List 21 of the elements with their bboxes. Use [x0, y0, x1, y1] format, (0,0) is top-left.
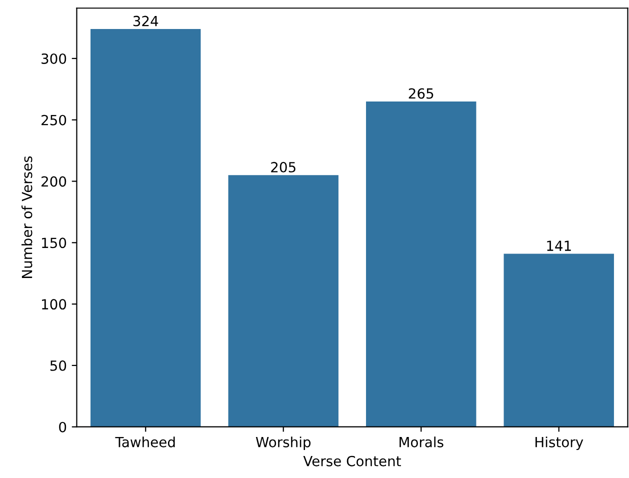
x-tick-label: Morals [400, 436, 444, 448]
x-tick-label: History [536, 436, 584, 450]
x-tick-label: Worship [256, 436, 311, 450]
y-tick-label: 50 [50, 360, 66, 371]
y-tick-label: 100 [42, 299, 66, 310]
bar [228, 175, 338, 427]
y-axis-title: Number of Verses [22, 156, 32, 278]
data-label: 324 [133, 16, 158, 26]
data-label: 265 [408, 88, 434, 99]
x-tick-label: Tawheed [115, 436, 175, 448]
bar [90, 29, 201, 427]
bar [504, 254, 614, 427]
y-tick-label: 150 [42, 238, 66, 248]
data-label: 205 [271, 162, 296, 172]
y-tick-label: 0 [59, 422, 66, 432]
x-axis-title: Verse Content [303, 456, 401, 466]
y-tick-label: 200 [42, 176, 66, 187]
y-tick-label: 250 [42, 114, 66, 126]
bar [366, 101, 476, 427]
data-label: 141 [547, 240, 571, 251]
y-tick-label: 300 [42, 53, 66, 64]
